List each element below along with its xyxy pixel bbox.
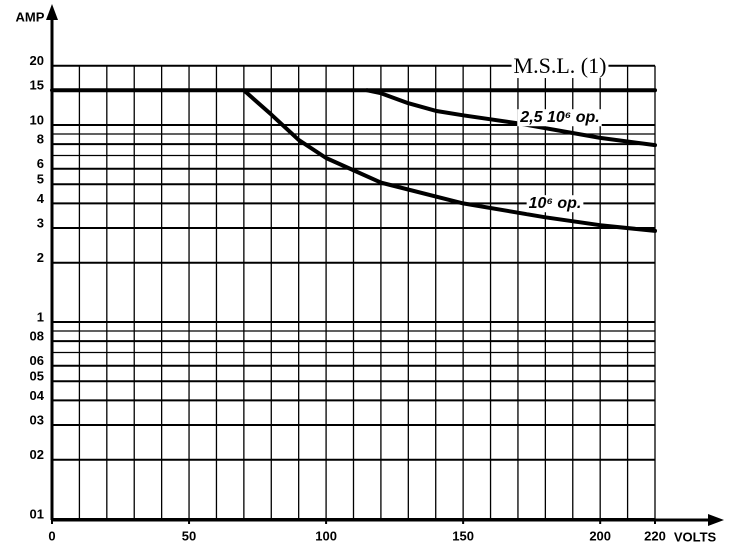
y-tick-label: 03 xyxy=(30,412,44,427)
y-arrow xyxy=(46,4,58,20)
y-tick-label: 04 xyxy=(30,388,45,403)
y-tick-label: 20 xyxy=(30,53,44,68)
y-tick-label: 1 xyxy=(37,309,44,324)
label-bg xyxy=(526,195,584,213)
y-tick-label: 05 xyxy=(30,369,44,384)
y-tick-label: 02 xyxy=(30,447,44,462)
y-axis-label: AMP xyxy=(16,9,45,24)
y-tick-label: 6 xyxy=(37,156,44,171)
y-tick-label: 15 xyxy=(30,78,44,93)
x-tick-label: 220 xyxy=(644,528,666,543)
x-axis-label: VOLTS xyxy=(674,529,717,544)
x-arrow xyxy=(708,514,724,526)
y-tick-label: 5 xyxy=(37,172,44,187)
y-tick-label: 01 xyxy=(30,506,44,521)
series-line xyxy=(365,88,657,148)
y-tick-label: 2 xyxy=(37,250,44,265)
label-bg xyxy=(511,53,609,79)
series-label: M.S.L. (1) xyxy=(514,53,607,78)
y-tick-label: 10 xyxy=(30,112,44,127)
x-tick-label: 0 xyxy=(48,528,55,543)
series-label: 2,5 10⁶ op. xyxy=(519,109,599,126)
x-tick-label: 200 xyxy=(589,528,611,543)
x-tick-label: 100 xyxy=(315,528,337,543)
y-tick-label: 8 xyxy=(37,132,44,147)
series-label: 10⁶ op. xyxy=(529,195,582,212)
y-tick-label: 3 xyxy=(37,215,44,230)
y-tick-label: 06 xyxy=(30,353,44,368)
label-bg xyxy=(517,109,602,127)
y-tick-label: 08 xyxy=(30,329,44,344)
x-tick-label: 50 xyxy=(182,528,196,543)
y-tick-label: 4 xyxy=(37,191,45,206)
x-tick-label: 150 xyxy=(452,528,474,543)
series-line xyxy=(241,88,657,233)
